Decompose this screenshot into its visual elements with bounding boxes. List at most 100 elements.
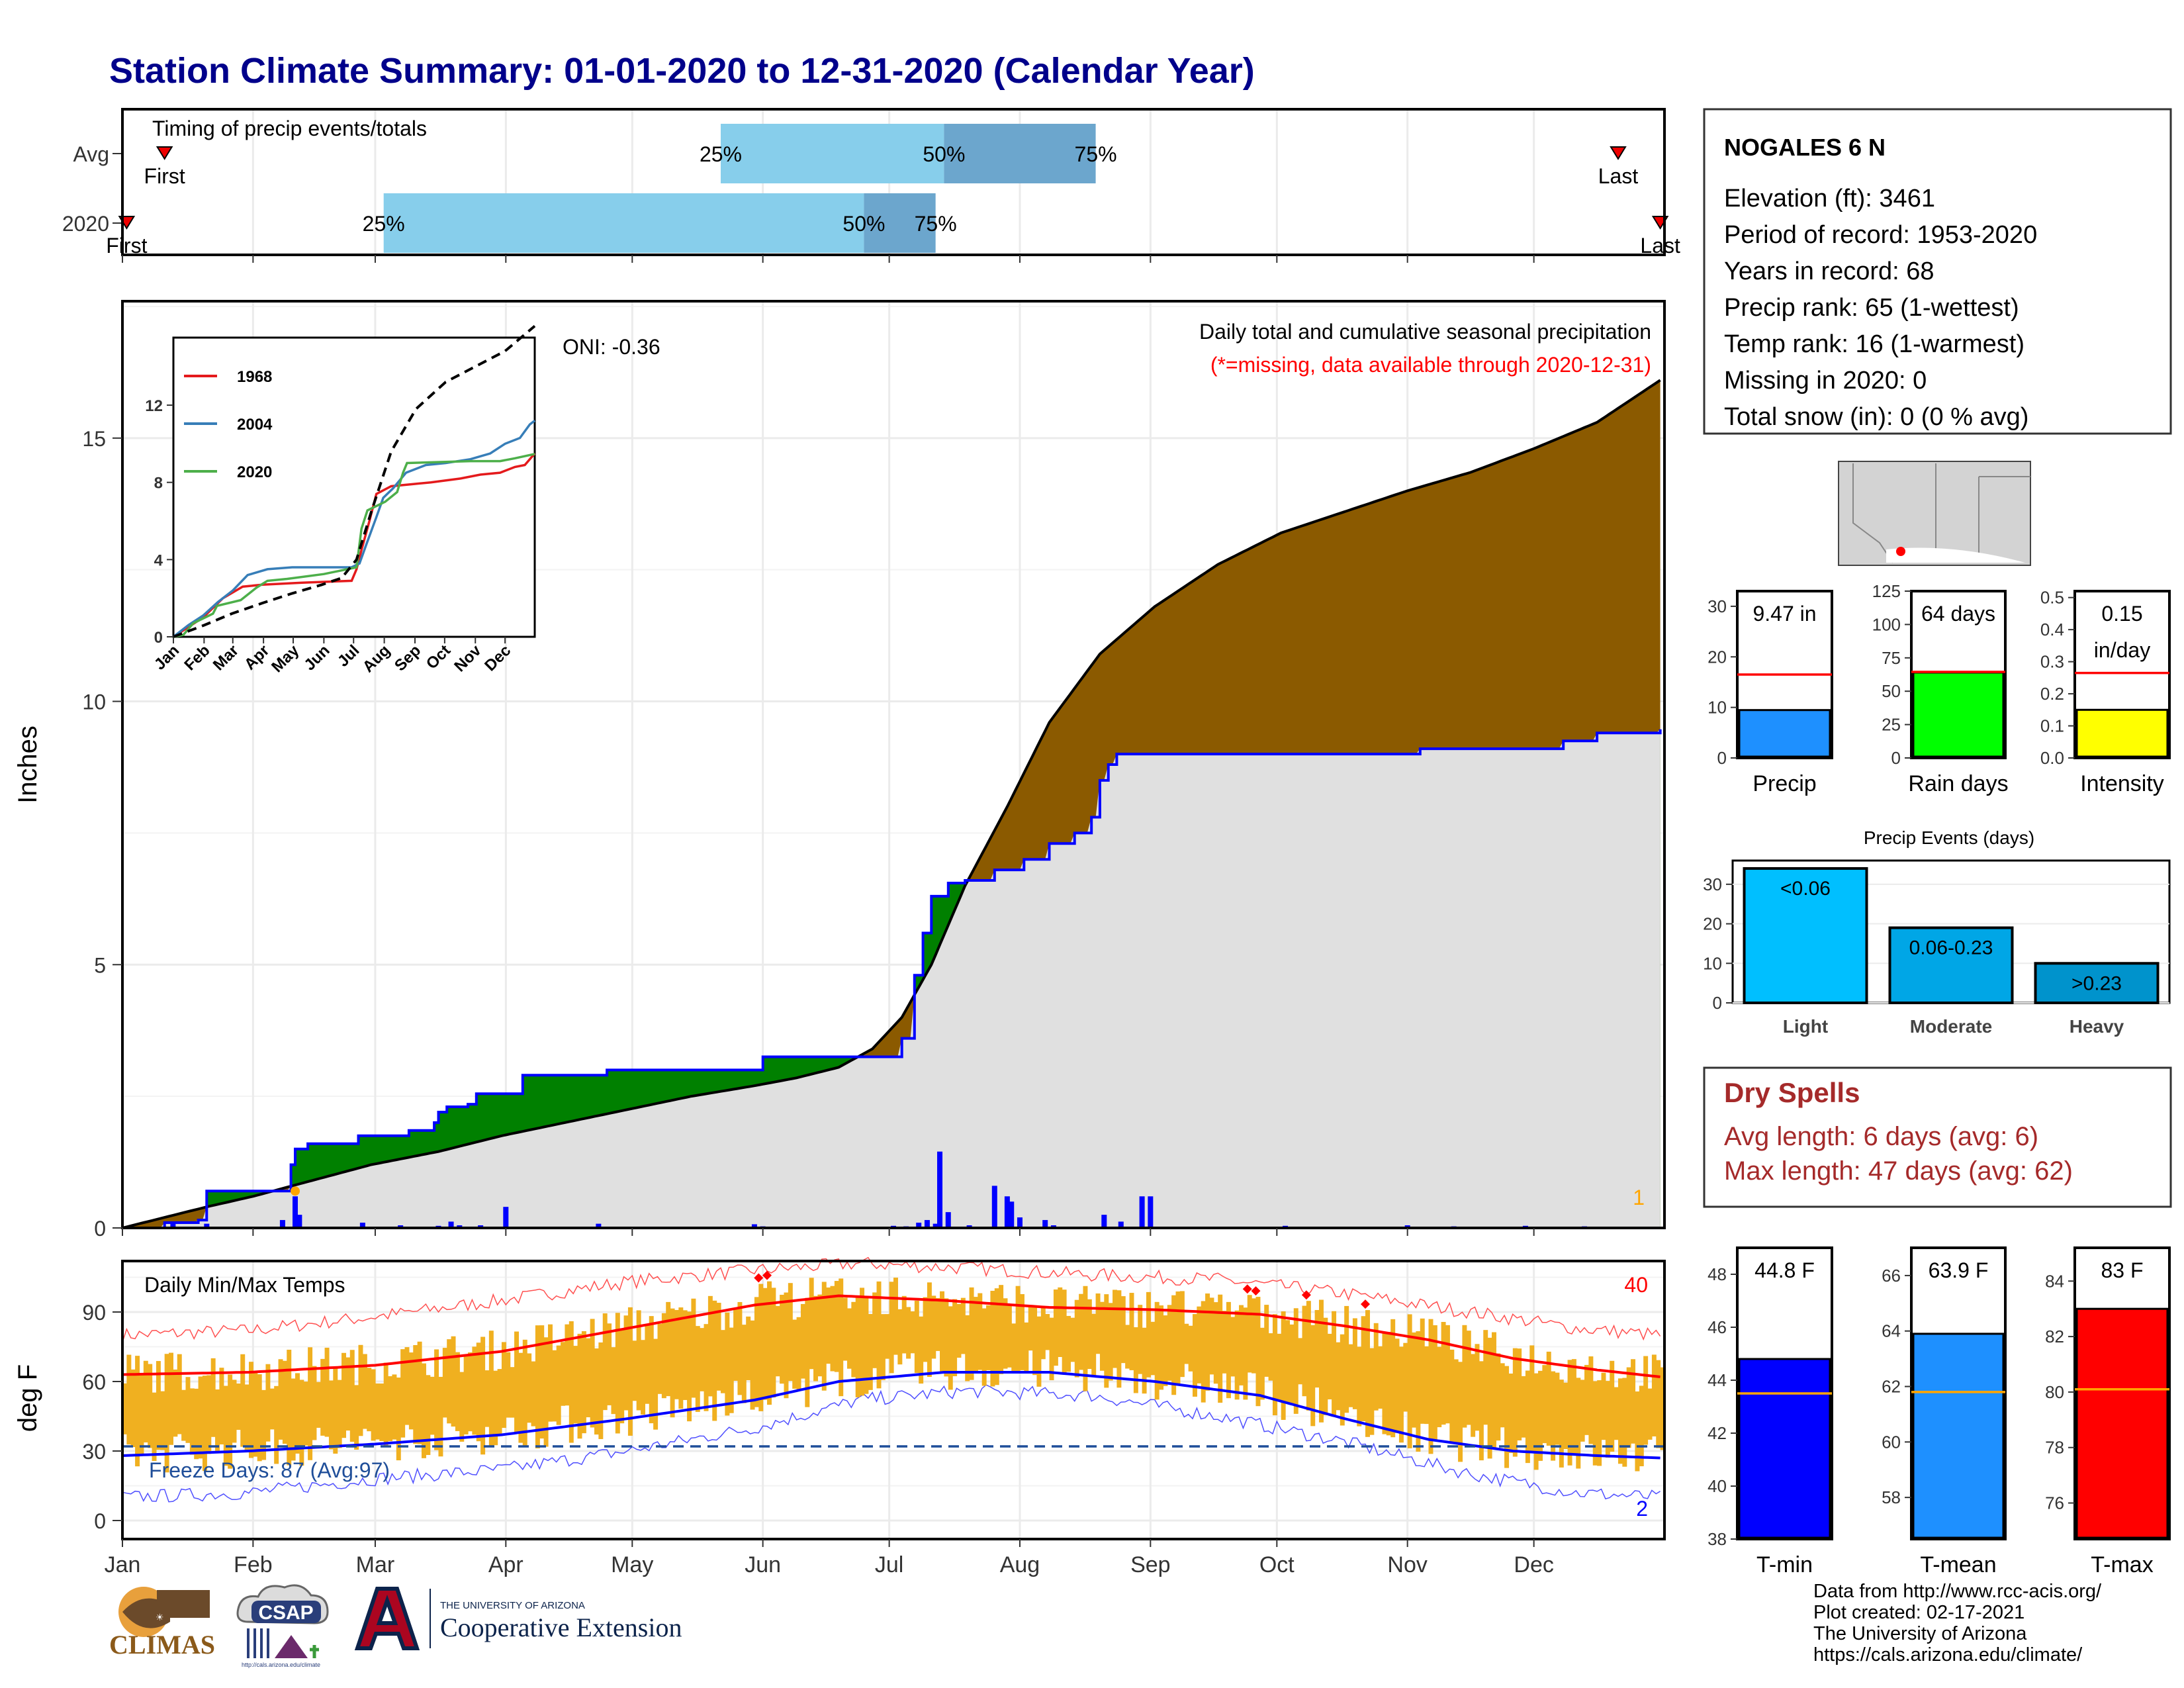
map-state-borders: [1852, 463, 2030, 563]
temp-record-high-marker: [1361, 1299, 1371, 1309]
temp-summary-category-label: T-min: [1756, 1552, 1813, 1577]
temp-daily-range-bar: [173, 1369, 178, 1437]
timing-panel-frame: [121, 108, 1666, 256]
temp-daily-range-bar: [1104, 1294, 1109, 1388]
temp-daily-range-bar: [299, 1380, 304, 1466]
temp-daily-range-bar: [556, 1345, 561, 1425]
temp-daily-range-bar: [623, 1315, 629, 1411]
timing-pct-label: 25%: [363, 212, 405, 236]
temp-daily-range-bar: [1222, 1311, 1227, 1374]
temp-daily-range-bar: [408, 1352, 414, 1430]
temp-daily-range-bar: [1533, 1373, 1539, 1470]
location-map: [1838, 461, 2031, 566]
temp-daily-range-bar: [1483, 1330, 1488, 1425]
temp-daily-range-bar: [632, 1340, 637, 1401]
precip-marker: [291, 1186, 300, 1196]
temp-daily-range-bar: [404, 1347, 410, 1425]
temp-daily-range-bar: [826, 1287, 831, 1364]
temp-daily-range-bar: [1310, 1325, 1316, 1427]
temp-summary-tick-label: 82: [2045, 1327, 2064, 1346]
temp-daily-range-bar: [472, 1346, 477, 1435]
temp-daily-range-bar: [451, 1336, 456, 1427]
inset-y-tick-label: 12: [145, 397, 163, 415]
precip-events-value-label: >0.23: [2071, 972, 2122, 994]
precip-summary-0-tick-label: 20: [1707, 647, 1727, 667]
temp-x-tick-label: Feb: [234, 1552, 273, 1577]
temp-daily-range-bar: [426, 1375, 431, 1455]
temp-summary-value-label: 63.9 F: [1929, 1258, 1989, 1282]
temp-daily-range-bar: [430, 1376, 435, 1435]
temp-daily-range-bar: [641, 1340, 645, 1415]
temp-daily-range-bar: [897, 1309, 903, 1365]
temp-daily-range-bar: [678, 1307, 684, 1409]
temp-daily-range-bar: [388, 1376, 393, 1442]
timing-pct-label: 50%: [842, 212, 885, 236]
precip-summary-1-tick-label: 75: [1882, 648, 1901, 668]
temp-daily-range-bar: [185, 1377, 191, 1443]
temp-daily-range-bar: [1588, 1356, 1594, 1444]
temp-daily-range-bar: [1302, 1305, 1307, 1397]
temp-daily-range-bar: [1504, 1366, 1510, 1468]
temp-daily-range-bar: [531, 1361, 536, 1427]
temp-record-high-marker: [754, 1273, 764, 1283]
temp-daily-range-bar: [1154, 1301, 1160, 1400]
temp-daily-range-bar: [1546, 1351, 1551, 1446]
temp-daily-range-bar: [1188, 1325, 1193, 1372]
temp-summary-tick-label: 84: [2045, 1271, 2064, 1291]
temp-daily-range-bar: [615, 1313, 620, 1434]
temp-daily-range-bar: [1525, 1370, 1530, 1464]
temp-daily-range-bar: [1336, 1342, 1341, 1411]
temp-daily-range-bar: [1036, 1316, 1042, 1387]
precip-events-bar: [2034, 962, 2160, 1005]
temp-daily-range-bar: [986, 1305, 991, 1370]
precip-y-tick-label: 0: [94, 1217, 106, 1241]
temp-daily-range-bar: [577, 1333, 582, 1439]
footer-line-university: The University of Arizona: [1813, 1623, 2027, 1644]
temp-summary-tick-label: 42: [1707, 1423, 1727, 1443]
dry-spells-avg: Avg length: 6 days (avg: 6): [1724, 1122, 2038, 1151]
temp-daily-range-bar: [741, 1325, 747, 1403]
temp-daily-range-bar: [219, 1368, 224, 1445]
temp-summary-bar: [2075, 1307, 2169, 1539]
temp-daily-range-bar: [729, 1327, 734, 1413]
temp-daily-range-bar: [1617, 1378, 1623, 1464]
inset-series-2004: [172, 420, 536, 638]
timing-row-label: Avg: [73, 142, 109, 166]
temp-daily-range-bar: [1647, 1388, 1653, 1440]
precip-events-title: Precip Events (days): [1864, 827, 2034, 848]
temp-daily-range-bar: [1243, 1307, 1248, 1400]
temp-daily-range-bar: [1420, 1318, 1425, 1424]
temp-daily-range-bar: [308, 1347, 313, 1460]
precip-panel-frame: [121, 300, 1666, 1229]
timing-first-last-label: Last: [1598, 164, 1639, 188]
precip-daily-bar: [1139, 1196, 1145, 1228]
temp-daily-range-bar: [1352, 1318, 1357, 1409]
precip-daily-bar: [1017, 1217, 1023, 1228]
precip-daily-bar: [751, 1224, 757, 1228]
temp-daily-range-bar: [164, 1354, 169, 1473]
temp-daily-range-bar: [547, 1324, 553, 1422]
precip-panel-subtitle: (*=missing, data available through 2020-…: [1210, 353, 1651, 377]
temp-daily-range-bar: [952, 1299, 958, 1376]
temp-daily-range-bar: [349, 1350, 355, 1442]
temp-daily-range-bar: [839, 1278, 844, 1397]
temp-daily-range-bar: [1614, 1387, 1619, 1440]
temp-daily-range-bar: [645, 1325, 650, 1404]
temp-daily-range-bar: [775, 1305, 780, 1377]
precip-y-tick-label: 15: [82, 427, 106, 451]
temp-daily-range-bar: [206, 1375, 212, 1454]
precip-summary-1-tick-label: 125: [1872, 581, 1901, 601]
temp-daily-range-bar: [1066, 1315, 1071, 1372]
precip-daily-bar: [945, 1212, 951, 1228]
temp-daily-range-bar: [160, 1391, 165, 1450]
temp-daily-range-bar: [282, 1360, 287, 1444]
map-mexico: [1886, 547, 2025, 563]
svg-text:CSAP: CSAP: [258, 1602, 313, 1624]
temp-daily-range-bar: [784, 1292, 789, 1399]
temp-daily-range-bar: [1592, 1381, 1598, 1466]
temp-daily-range-bar: [1555, 1372, 1560, 1445]
precip-events-bar: [1743, 867, 1868, 1005]
temp-daily-range-bar: [687, 1311, 692, 1422]
temp-daily-range-bar: [1651, 1354, 1657, 1436]
inset-legend-label: 2020: [237, 463, 272, 481]
